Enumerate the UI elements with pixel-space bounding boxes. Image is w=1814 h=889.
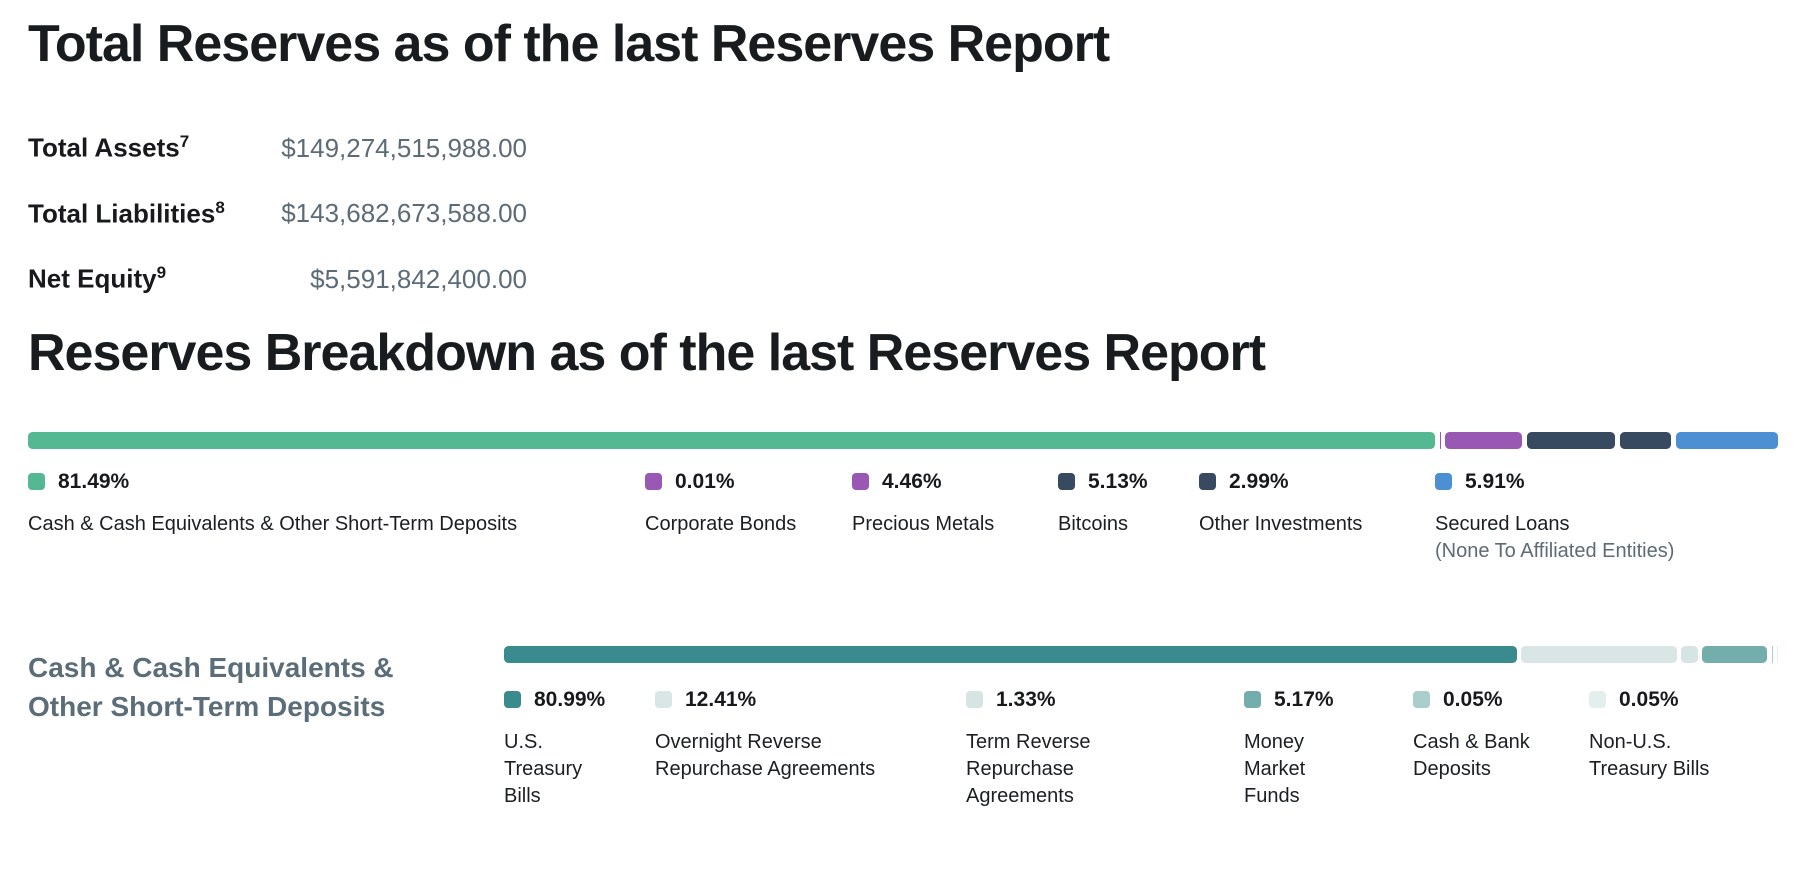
legend-percent: 81.49%	[58, 469, 130, 493]
legend-head: 5.17%	[1244, 688, 1397, 712]
legend-sublabel: (None To Affiliated Entities)	[1435, 539, 1675, 562]
legend-item-term-reverse-repurchase-agreements: 1.33% Term Reverse Repurchase Agreements	[966, 688, 1244, 810]
page-content: Total Reserves as of the last Reserves R…	[28, 14, 1778, 810]
legend-head: 5.13%	[1058, 470, 1183, 494]
legend-label: Secured Loans	[1435, 512, 1570, 535]
legend-label: Non-U.S. Treasury Bills	[1589, 730, 1710, 780]
legend-item-cash-bank-deposits: 0.05% Cash & Bank Deposits	[1413, 688, 1589, 783]
bar-segment-term-reverse-repurchase-agreements	[1681, 645, 1698, 663]
legend-head: 0.05%	[1413, 688, 1573, 712]
cash-breakdown-legend: 80.99% U.S. Treasury Bills 12.41% Overnight…	[504, 688, 1778, 810]
stat-row-total-liabilities: Total Liabilities8 $143,682,673,588.00	[28, 192, 527, 230]
legend-swatch	[1058, 473, 1075, 491]
legend-swatch	[1435, 473, 1452, 491]
bar-segment-cash-bank-deposits	[1771, 645, 1773, 663]
legend-percent: 5.91%	[1465, 469, 1525, 493]
reserves-breakdown-bar	[28, 431, 1778, 449]
bar-segment-u-s-treasury-bills	[504, 645, 1517, 663]
legend-label: Cash & Cash Equivalents & Other Short-Te…	[28, 512, 518, 535]
legend-swatch	[966, 691, 983, 709]
stat-value: $5,591,842,400.00	[310, 263, 527, 294]
stat-value: $149,274,515,988.00	[281, 132, 527, 163]
legend-percent: 5.13%	[1088, 469, 1148, 493]
bar-segment-secured-loans	[1675, 431, 1778, 449]
legend-item-non-u-s-treasury-bills: 0.05% Non-U.S. Treasury Bills	[1589, 688, 1778, 783]
legend-percent: 0.05%	[1619, 687, 1679, 711]
bar-segment-overnight-reverse-repurchase-agreements	[1521, 645, 1677, 663]
bar-segment-non-u-s-treasury-bills	[1777, 645, 1778, 663]
legend-head: 81.49%	[28, 470, 629, 494]
cash-breakdown-bar	[504, 645, 1778, 663]
bar-segment-money-market-funds	[1702, 645, 1767, 663]
stat-label: Net Equity9	[28, 263, 167, 294]
legend-item-precious-metals: 4.46% Precious Metals	[852, 470, 1058, 538]
legend-percent: 80.99%	[534, 687, 606, 711]
cash-equivalents-chart: 80.99% U.S. Treasury Bills 12.41% Overnight…	[504, 645, 1778, 810]
bar-segment-cash-cash-equivalents-other-short-term-deposits	[28, 431, 1436, 449]
legend-head: 0.01%	[645, 470, 836, 494]
reserves-breakdown-legend: 81.49% Cash & Cash Equivalents & Other Sh…	[28, 470, 1778, 565]
legend-head: 12.41%	[655, 688, 950, 712]
legend-swatch	[504, 691, 521, 709]
stat-footnote: 9	[156, 263, 167, 283]
legend-percent: 1.33%	[996, 687, 1056, 711]
legend-swatch	[645, 473, 662, 491]
cash-equivalents-title: Cash & Cash Equivalents & Other Short-Te…	[28, 651, 394, 722]
bar-segment-other-investments	[1619, 431, 1672, 449]
legend-item-money-market-funds: 5.17% Money Market Funds	[1244, 688, 1413, 810]
legend-item-corporate-bonds: 0.01% Corporate Bonds	[645, 470, 852, 538]
stat-row-total-assets: Total Assets7 $149,274,515,988.00	[28, 126, 527, 164]
legend-percent: 12.41%	[685, 687, 757, 711]
legend-label: Other Investments	[1199, 512, 1363, 535]
legend-percent: 4.46%	[882, 469, 942, 493]
bar-segment-corporate-bonds	[1439, 431, 1441, 449]
cash-equivalents-section: Cash & Cash Equivalents & Other Short-Te…	[28, 645, 1778, 810]
stat-label: Total Liabilities8	[28, 197, 225, 229]
stat-footnote: 7	[179, 132, 190, 151]
legend-swatch	[655, 691, 672, 709]
legend-head: 2.99%	[1199, 470, 1419, 494]
legend-item-other-investments: 2.99% Other Investments	[1199, 470, 1435, 538]
legend-label: Cash & Bank Deposits	[1413, 730, 1530, 780]
legend-label: Money Market Funds	[1244, 730, 1306, 807]
legend-percent: 0.01%	[675, 469, 735, 493]
stat-value: $143,682,673,588.00	[281, 198, 527, 229]
bar-segment-bitcoins	[1526, 431, 1616, 449]
legend-label: Overnight Reverse Repurchase Agreements	[655, 730, 876, 780]
legend-head: 1.33%	[966, 688, 1228, 712]
total-reserves-title: Total Reserves as of the last Reserves R…	[28, 15, 1110, 73]
legend-item-cash-cash-equivalents-other-short-term-deposits: 81.49% Cash & Cash Equivalents & Other Sh…	[28, 470, 645, 538]
legend-swatch	[28, 473, 45, 491]
total-reserves-stats: Total Assets7 $149,274,515,988.00 Total …	[28, 126, 527, 295]
legend-label: Bitcoins	[1058, 512, 1129, 535]
legend-swatch	[1413, 691, 1430, 709]
legend-item-overnight-reverse-repurchase-agreements: 12.41% Overnight Reverse Repurchase Agree…	[655, 688, 966, 783]
legend-label: Term Reverse Repurchase Agreements	[966, 730, 1091, 807]
legend-swatch	[852, 473, 869, 491]
legend-item-u-s-treasury-bills: 80.99% U.S. Treasury Bills	[504, 688, 655, 810]
legend-label: U.S. Treasury Bills	[504, 730, 583, 807]
legend-percent: 5.17%	[1274, 687, 1334, 711]
legend-head: 80.99%	[504, 688, 639, 712]
legend-percent: 2.99%	[1229, 469, 1289, 493]
reserves-breakdown-title: Reserves Breakdown as of the last Reserv…	[28, 323, 1266, 382]
legend-swatch	[1244, 691, 1261, 709]
stat-label: Total Assets7	[28, 132, 190, 163]
legend-swatch	[1199, 473, 1216, 491]
legend-head: 5.91%	[1435, 470, 1762, 494]
legend-label: Corporate Bonds	[645, 512, 797, 535]
legend-percent: 0.05%	[1443, 687, 1503, 711]
bar-segment-precious-metals	[1445, 431, 1523, 449]
legend-head: 4.46%	[852, 470, 1042, 494]
legend-swatch	[1589, 691, 1606, 709]
legend-label: Precious Metals	[852, 512, 995, 535]
stat-footnote: 8	[215, 197, 225, 217]
legend-item-bitcoins: 5.13% Bitcoins	[1058, 470, 1199, 538]
legend-item-secured-loans: 5.91% Secured Loans (None To Affiliated En…	[1435, 470, 1778, 565]
stat-row-net-equity: Net Equity9 $5,591,842,400.00	[28, 257, 527, 295]
legend-head: 0.05%	[1589, 688, 1762, 712]
